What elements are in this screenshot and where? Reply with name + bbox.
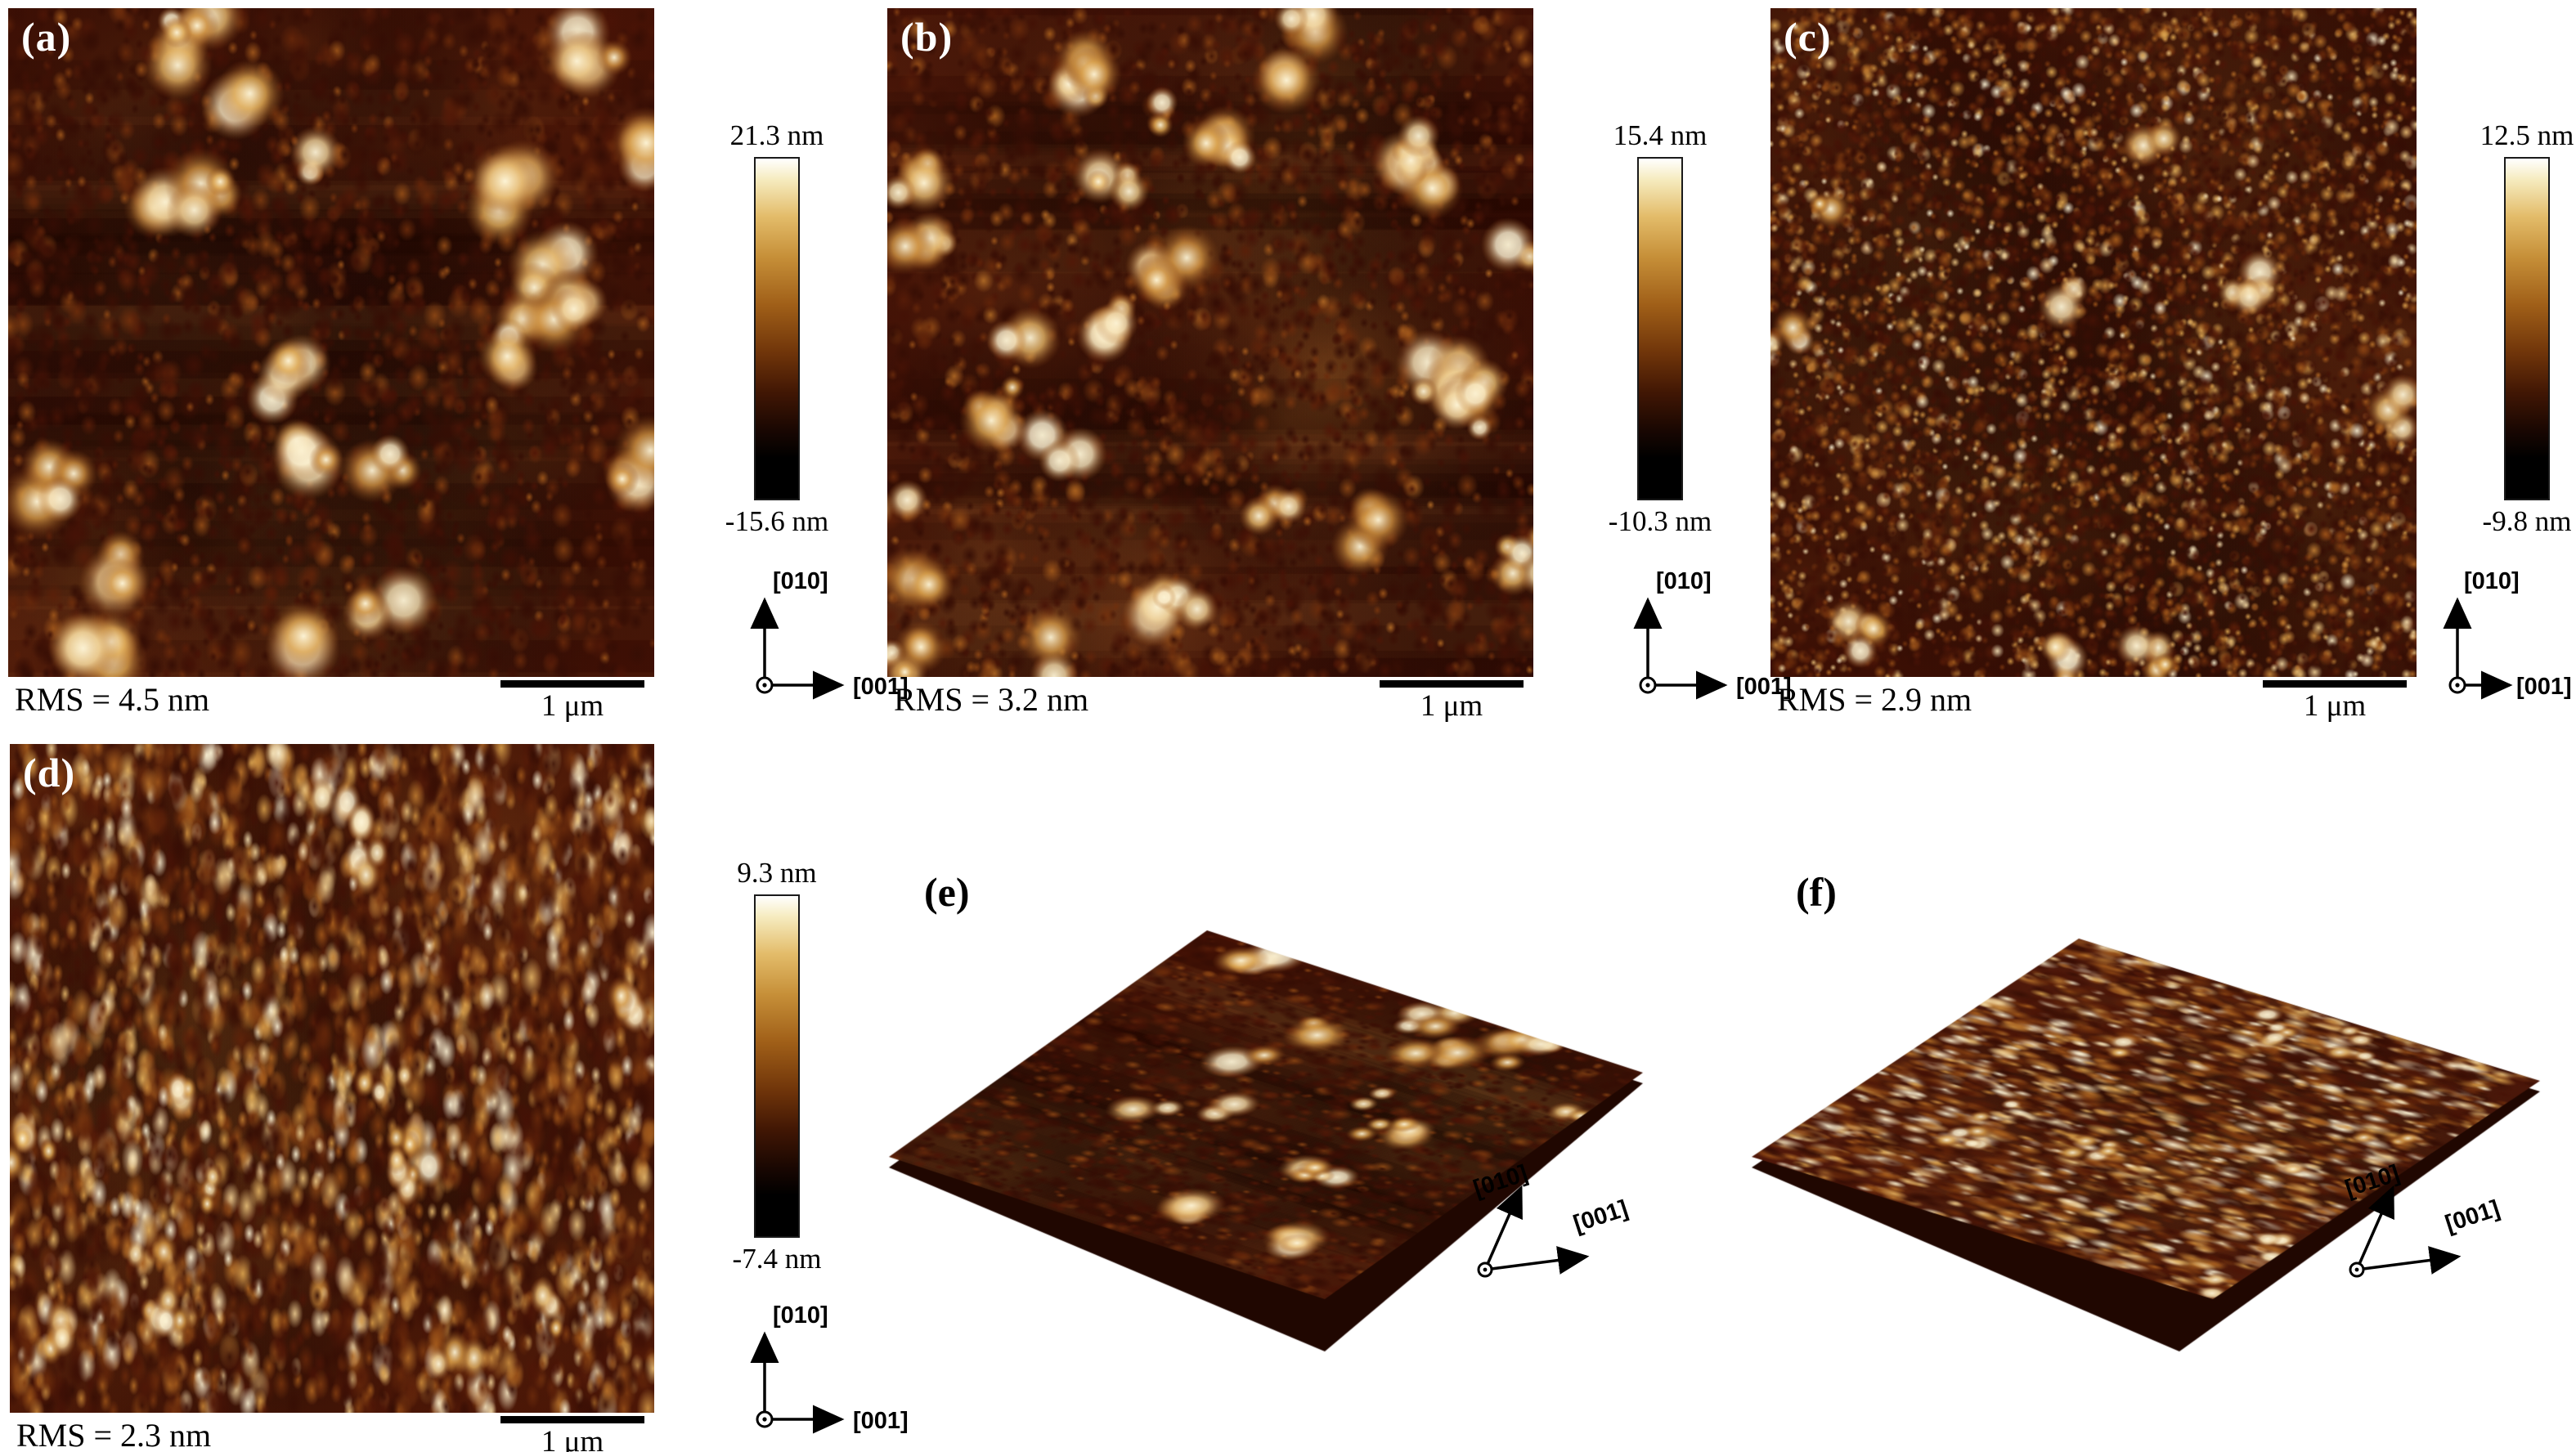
scale-bar-d: 1 μm <box>492 1416 653 1452</box>
colorbar-gradient <box>754 157 800 500</box>
colorbar-max-label: 9.3 nm <box>737 857 817 889</box>
panel-label-a: (a) <box>21 14 72 60</box>
rms-value-b: RMS = 3.2 nm <box>894 681 1089 718</box>
colorbar-min-label: -10.3 nm <box>1608 505 1712 537</box>
scale-bar-line <box>500 680 644 688</box>
axis-001-arrow <box>2356 1246 2462 1275</box>
axis-001-label: [001] <box>853 674 909 700</box>
axis-origin-dot <box>2354 1267 2359 1272</box>
axis-origin-dot <box>1483 1267 1488 1272</box>
crystal-axes-a: [010] [001] <box>750 568 909 700</box>
colorbar-min-label: -15.6 nm <box>725 505 829 537</box>
colorbar-gradient <box>754 894 800 1238</box>
crystal-axes-c: [010] [001] <box>2443 568 2572 700</box>
rms-value-a: RMS = 4.5 nm <box>15 681 210 718</box>
crystal-axes-d: [010] [001] <box>750 1302 909 1434</box>
colorbar-d: 9.3 nm -7.4 nm <box>707 857 846 1275</box>
crystal-axes-b: [010] [001] <box>1633 568 1792 700</box>
axis-origin-dot <box>1645 683 1650 688</box>
scale-bar-label: 1 μm <box>541 689 604 723</box>
colorbar-gradient <box>1637 157 1683 500</box>
panel-label-d: (d) <box>23 750 76 795</box>
rms-value-d: RMS = 2.3 nm <box>16 1417 212 1452</box>
panel-label-f: (f) <box>1796 869 1837 915</box>
axis-origin-dot <box>762 1417 767 1422</box>
axis-001-label: [001] <box>2442 1195 2502 1237</box>
axis-010-label: [010] <box>773 568 828 594</box>
colorbar-min-label: -9.8 nm <box>2482 505 2572 537</box>
axis-001-label: [001] <box>1736 674 1792 700</box>
colorbar-b: 15.4 nm -10.3 nm <box>1591 119 1730 538</box>
afm-image-c <box>1770 8 2417 677</box>
colorbar-c: 12.5 nm -9.8 nm <box>2466 119 2576 538</box>
panel-label-b: (b) <box>900 14 954 60</box>
panel-label-e: (e) <box>924 869 970 915</box>
scale-bar-c: 1 μm <box>2255 680 2415 724</box>
panel-c: (c) RMS = 2.9 nm 1 μm <box>1770 8 2417 723</box>
axis-001-label: [001] <box>853 1408 909 1434</box>
colorbar-gradient <box>2504 157 2550 500</box>
colorbar-a: 21.3 nm -15.6 nm <box>707 119 846 538</box>
colorbar-max-label: 12.5 nm <box>2480 119 2574 151</box>
colorbar-min-label: -7.4 nm <box>732 1243 822 1275</box>
scale-bar-line <box>500 1416 644 1423</box>
colorbar-max-label: 21.3 nm <box>729 119 824 151</box>
panel-a: (a) RMS = 4.5 nm 1 μm <box>8 8 654 723</box>
axis-010-arrow <box>1483 1185 1523 1270</box>
scale-bar-label: 1 μm <box>2303 689 2367 723</box>
afm-3d-surface-f <box>1744 922 2562 1357</box>
axis-001-arrow <box>1484 1246 1590 1275</box>
axis-010-label: [010] <box>1470 1160 1531 1202</box>
crystal-axes-f: [010] [001] <box>2342 1160 2503 1278</box>
panel-label-c: (c) <box>1784 14 1832 60</box>
axis-010-label: [010] <box>1656 568 1712 594</box>
axis-010-label: [010] <box>2342 1160 2403 1202</box>
afm-image-d <box>10 744 654 1413</box>
afm-image-a <box>8 8 654 677</box>
axis-010-label: [010] <box>2464 568 2520 594</box>
scale-bar-a: 1 μm <box>492 680 653 724</box>
rms-value-c: RMS = 2.9 nm <box>1777 681 1972 718</box>
scale-bar-label: 1 μm <box>541 1425 604 1452</box>
panel-d: (d) RMS = 2.3 nm 1 μm <box>10 744 654 1452</box>
axis-origin-dot <box>2455 683 2460 688</box>
scale-bar-line <box>1380 680 1524 688</box>
axis-001-label: [001] <box>1570 1195 1631 1237</box>
crystal-axes-e: [010] [001] <box>1470 1160 1631 1278</box>
axis-001-label: [001] <box>2516 674 2572 700</box>
afm-image-b <box>887 8 1533 677</box>
panel-b: (b) RMS = 3.2 nm 1 μm <box>887 8 1533 723</box>
scale-bar-line <box>2263 680 2407 688</box>
scale-bar-b: 1 μm <box>1371 680 1532 724</box>
afm-3d-surface-e <box>872 922 1649 1357</box>
axis-origin-dot <box>762 683 767 688</box>
axis-010-label: [010] <box>773 1302 828 1329</box>
colorbar-max-label: 15.4 nm <box>1613 119 1708 151</box>
axis-010-arrow <box>2355 1185 2394 1270</box>
scale-bar-label: 1 μm <box>1420 689 1483 723</box>
